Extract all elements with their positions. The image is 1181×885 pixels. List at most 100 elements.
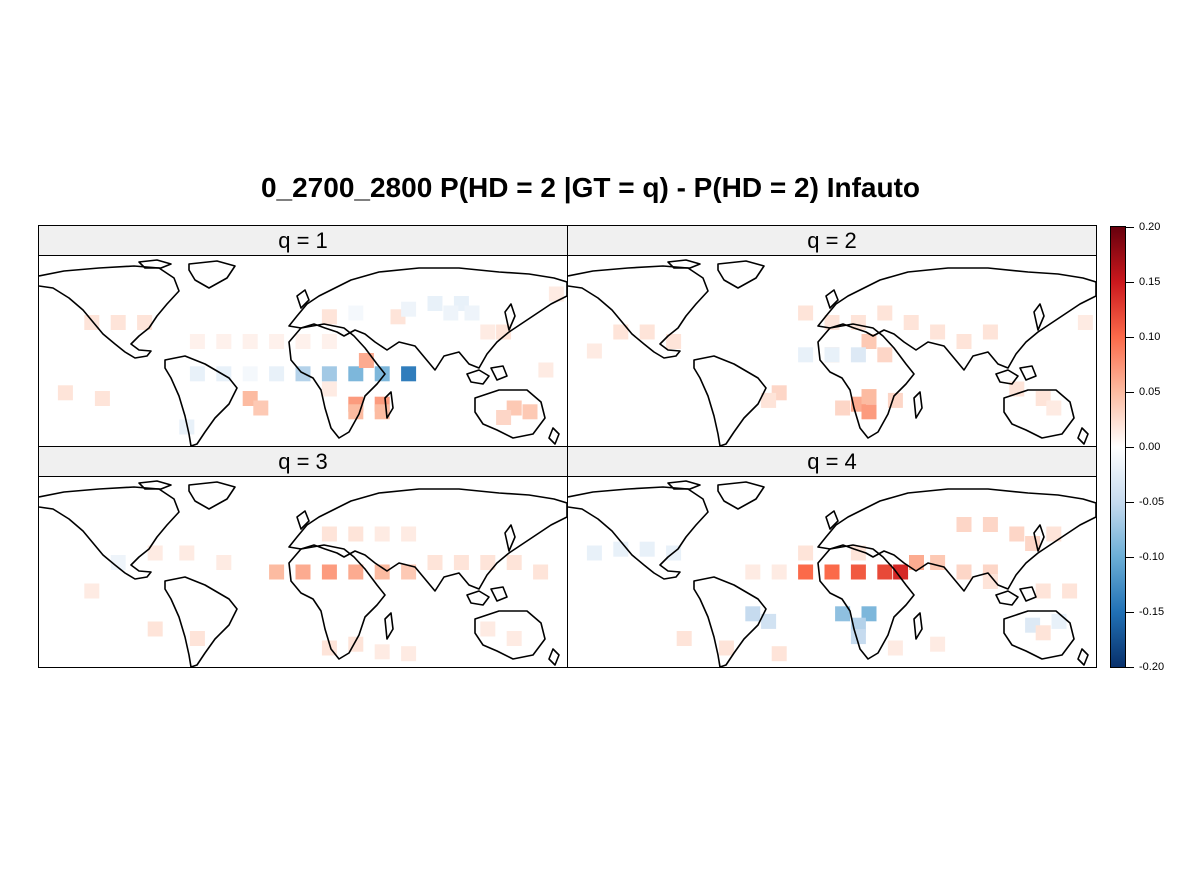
anomaly-cell xyxy=(374,644,390,660)
anomaly-cell xyxy=(216,555,232,570)
coastline xyxy=(1003,389,1075,439)
anomaly-cell xyxy=(480,555,496,570)
coastline xyxy=(717,260,765,289)
colorbar-tick-label: -0.20 xyxy=(1139,661,1165,673)
coastline xyxy=(913,391,923,419)
anomaly-cell xyxy=(877,347,893,363)
anomaly-cell xyxy=(877,564,893,580)
world-map-q1 xyxy=(39,256,567,446)
anomaly-cell xyxy=(956,564,972,580)
anomaly-cell xyxy=(269,334,285,349)
coastline xyxy=(296,510,310,530)
anomaly-cell xyxy=(427,296,443,311)
anomaly-cell xyxy=(861,606,877,622)
anomaly-cell xyxy=(269,564,285,580)
anomaly-cell xyxy=(850,564,866,580)
coastline xyxy=(1033,524,1045,552)
coastline xyxy=(913,612,923,640)
map-svg-q1 xyxy=(39,259,567,446)
anomaly-cell xyxy=(321,309,337,325)
colorbar-tick xyxy=(1126,227,1134,228)
anomaly-cell xyxy=(676,631,692,646)
anomaly-cell xyxy=(956,517,972,532)
anomaly-cell xyxy=(639,541,655,557)
map-panel-q3: q = 3 xyxy=(38,446,568,668)
anomaly-cell xyxy=(798,305,814,321)
coastline xyxy=(138,480,172,490)
anomaly-cell xyxy=(956,334,972,349)
colorbar-tick-label: 0.15 xyxy=(1139,276,1161,288)
anomaly-cell xyxy=(374,564,390,580)
colorbar-tick-label: -0.15 xyxy=(1139,606,1165,618)
coastline xyxy=(188,481,236,510)
anomaly-cell xyxy=(464,305,480,321)
coastline xyxy=(693,576,767,667)
anomaly-cell xyxy=(348,526,364,542)
anomaly-cell xyxy=(110,555,126,570)
anomaly-cell xyxy=(1035,583,1051,599)
coastline xyxy=(138,259,172,269)
anomaly-cell xyxy=(453,555,469,570)
anomaly-cell xyxy=(94,391,110,406)
coastlines-q3 xyxy=(39,480,567,667)
colorbar-tick xyxy=(1126,282,1134,283)
anomaly-cell xyxy=(496,410,512,425)
anomaly-cell xyxy=(1009,526,1025,542)
anomaly-cell xyxy=(930,636,946,652)
anomaly-cell xyxy=(189,334,205,349)
colorbar-tick-label: -0.05 xyxy=(1139,496,1165,508)
anomaly-cell xyxy=(321,381,337,397)
anomaly-cell xyxy=(401,564,417,580)
anomaly-cell xyxy=(522,404,538,420)
anomaly-cell xyxy=(718,640,734,656)
anomaly-cells-q1 xyxy=(57,286,564,435)
colorbar-tick xyxy=(1126,337,1134,338)
anomaly-cell xyxy=(586,343,602,359)
anomaly-cell xyxy=(295,334,311,349)
anomaly-cell xyxy=(321,366,337,382)
coastline xyxy=(1033,303,1045,331)
anomaly-cell xyxy=(613,324,629,340)
anomaly-cell xyxy=(982,517,998,532)
anomaly-cell xyxy=(982,574,998,589)
coastline xyxy=(164,355,238,446)
colorbar-tick xyxy=(1126,502,1134,503)
anomaly-cell xyxy=(835,606,851,622)
anomaly-cell xyxy=(745,606,761,622)
anomaly-cell xyxy=(137,315,153,330)
coastline xyxy=(825,289,839,309)
anomaly-cell xyxy=(321,564,337,580)
anomaly-cell xyxy=(480,324,496,340)
coastline xyxy=(288,323,386,439)
anomaly-cell xyxy=(374,526,390,542)
anomaly-cell xyxy=(1077,315,1093,330)
anomaly-cell xyxy=(189,366,205,382)
panel-strip-q2: q = 2 xyxy=(568,226,1096,256)
anomaly-cell xyxy=(893,564,909,580)
anomaly-cell xyxy=(358,353,374,368)
anomaly-cell xyxy=(216,334,232,349)
anomaly-cell xyxy=(348,305,364,321)
anomaly-cell xyxy=(374,366,390,382)
anomaly-cell xyxy=(861,389,877,405)
map-panel-q2: q = 2 xyxy=(567,225,1097,447)
anomaly-cell xyxy=(861,404,877,420)
anomaly-cell xyxy=(506,631,522,646)
coastline xyxy=(466,590,490,606)
anomaly-cell xyxy=(110,315,126,330)
anomaly-cell xyxy=(401,646,417,662)
colorbar-tick-label: 0.05 xyxy=(1139,386,1161,398)
anomaly-cell xyxy=(84,583,100,599)
anomaly-cell xyxy=(761,392,777,408)
anomaly-cell xyxy=(903,315,919,330)
map-svg-q3 xyxy=(39,480,567,667)
anomaly-cell xyxy=(548,286,564,302)
colorbar-tick-label: 0.10 xyxy=(1139,331,1161,343)
anomaly-cell xyxy=(348,366,364,382)
anomaly-cell xyxy=(1051,613,1067,629)
coastline xyxy=(995,369,1019,385)
world-map-q3 xyxy=(39,477,567,667)
coastline xyxy=(188,260,236,289)
anomaly-cell xyxy=(443,305,459,321)
anomaly-cell xyxy=(1046,400,1062,416)
